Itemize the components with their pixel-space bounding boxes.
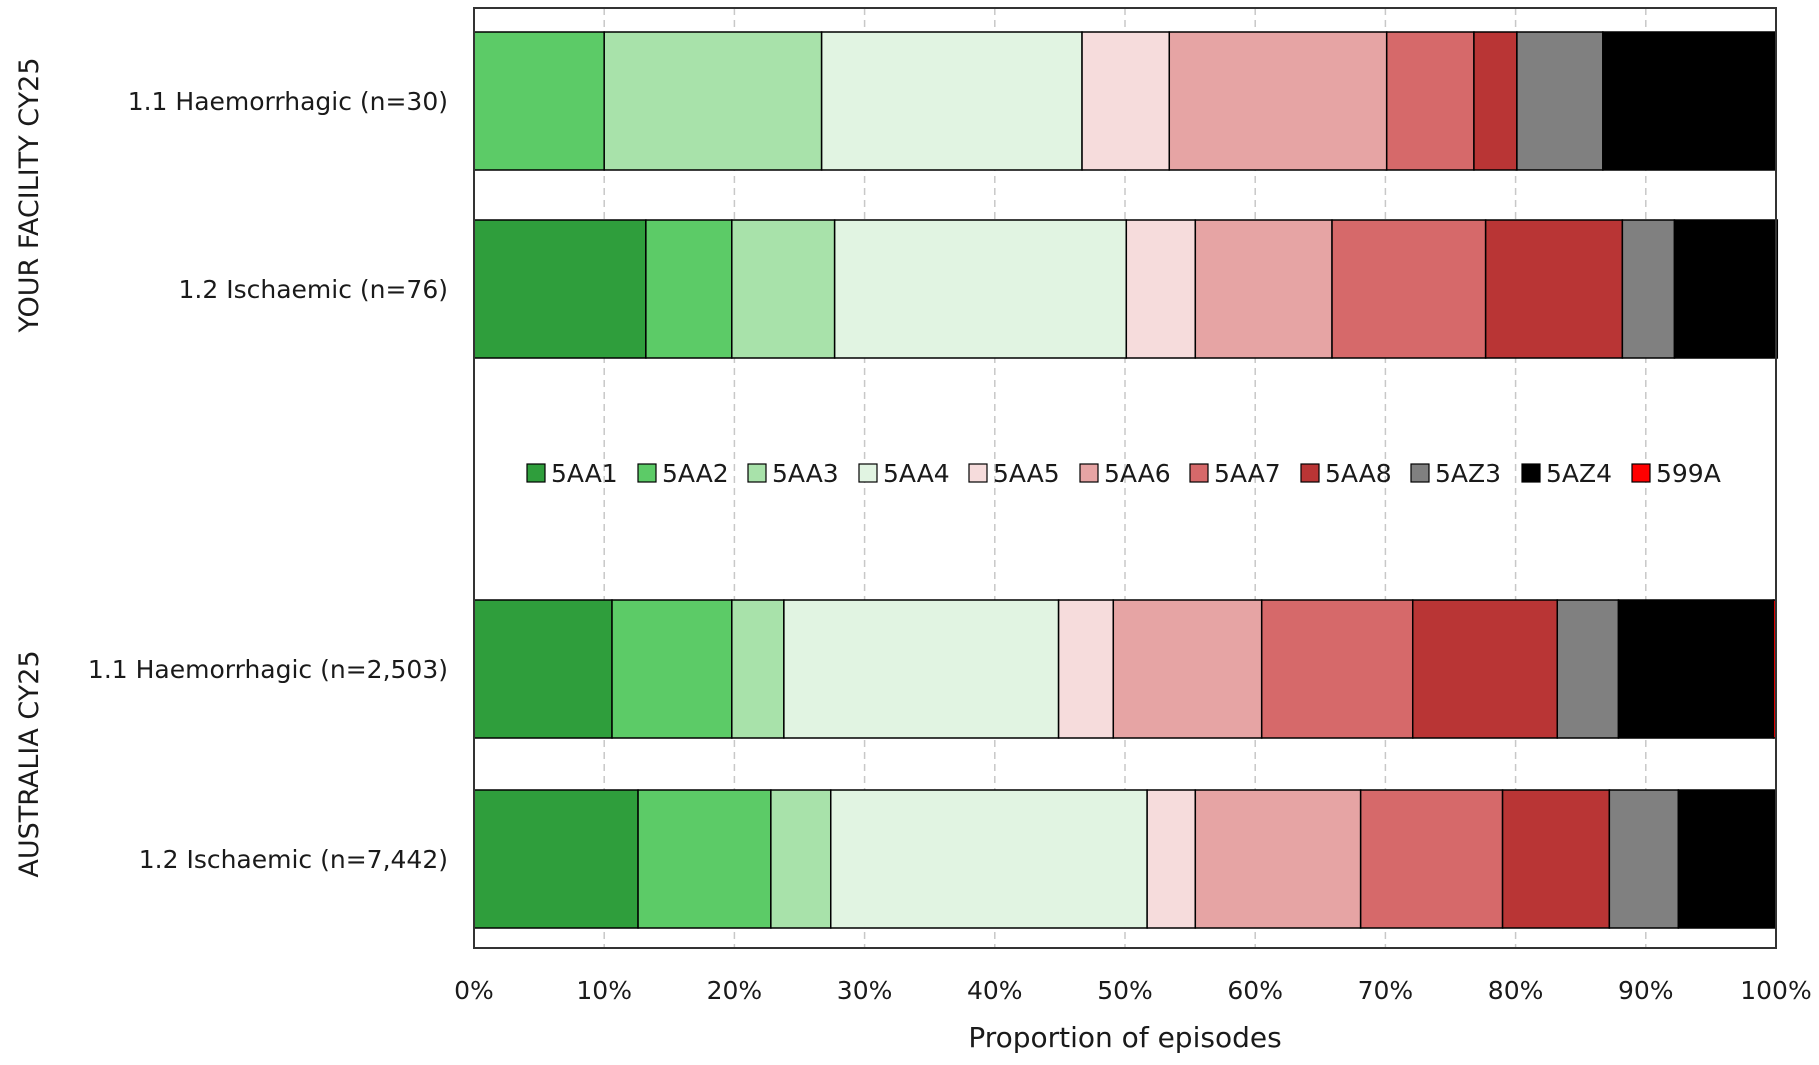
legend-swatch: [1521, 463, 1541, 483]
x-tick-label: 80%: [1488, 976, 1544, 1005]
x-tick-label: 20%: [707, 976, 763, 1005]
bar-segment-5aa2: [611, 599, 733, 739]
bar-segment-5aa4: [829, 789, 1148, 929]
legend-swatch: [1300, 463, 1320, 483]
group-label: AUSTRALIA CY25: [14, 650, 45, 877]
bar-segment-5aa5: [1125, 219, 1197, 359]
bar-segment-5aa4: [820, 31, 1083, 171]
legend-label: 5AA7: [1214, 459, 1281, 488]
bars: [473, 31, 1779, 929]
bar-segment-5aa2: [637, 789, 772, 929]
legend-swatch: [637, 463, 657, 483]
bar-segment-5aa2: [473, 31, 605, 171]
bar-segment-5aa3: [770, 789, 832, 929]
x-tick-label: 100%: [1740, 976, 1811, 1005]
x-axis-ticks: 0% 10% 20% 30% 40% 50% 60% 70% 80% 90% 100%: [454, 976, 1812, 1005]
legend-swatch: [1079, 463, 1099, 483]
legend-label: 5AA1: [551, 459, 618, 488]
legend-swatch: [1631, 463, 1651, 483]
legend-swatch: [858, 463, 878, 483]
legend-swatch: [968, 463, 988, 483]
bar-segment-5aa5: [1057, 599, 1115, 739]
legend-label: 5AA6: [1104, 459, 1171, 488]
legend-item: 599A: [1631, 459, 1721, 488]
bar-segment-5az4: [1602, 31, 1777, 171]
legend-swatch: [1189, 463, 1209, 483]
x-tick-label: 0%: [454, 976, 494, 1005]
x-tick-label: 70%: [1358, 976, 1414, 1005]
bar-segment-5aa8: [1484, 219, 1624, 359]
bar-segment-5az4: [1673, 219, 1779, 359]
bar-segment-5aa4: [833, 219, 1128, 359]
bar-segment-5aa5: [1146, 789, 1197, 929]
bar-segment-5aa7: [1331, 219, 1487, 359]
x-tick-label: 10%: [576, 976, 632, 1005]
category-label: 1.1 Haemorrhagic (n=30): [128, 87, 448, 116]
legend-item: 5AA7: [1189, 459, 1281, 488]
x-axis-title: Proportion of episodes: [968, 1021, 1281, 1054]
legend-item: 5AZ3: [1410, 459, 1501, 488]
category-label: 1.1 Haemorrhagic (n=2,503): [88, 655, 448, 684]
legend-label: 5AA2: [662, 459, 729, 488]
bar-segment-5aa6: [1194, 219, 1333, 359]
bar-segment-5aa3: [731, 599, 785, 739]
category-labels: 1.1 Haemorrhagic (n=30) 1.2 Ischaemic (n=…: [14, 57, 448, 877]
legend-item: 5AA4: [858, 459, 950, 488]
legend-label: 5AZ3: [1435, 459, 1501, 488]
legend-item: 5AA8: [1300, 459, 1392, 488]
bar-segment-5aa4: [783, 599, 1060, 739]
legend-label: 5AA8: [1325, 459, 1392, 488]
bar-segment-5aa1: [473, 599, 613, 739]
bar-segment-5aa8: [1411, 599, 1559, 739]
legend-item: 5AA6: [1079, 459, 1171, 488]
legend-swatch: [1410, 463, 1430, 483]
legend-item: 5AA2: [637, 459, 729, 488]
bar-segment-5aa6: [1112, 599, 1263, 739]
bar-segment-5az3: [1608, 789, 1680, 929]
legend-label: 599A: [1656, 459, 1721, 488]
x-tick-label: 60%: [1227, 976, 1283, 1005]
bar-segment-5aa8: [1473, 31, 1518, 171]
category-label: 1.2 Ischaemic (n=7,442): [139, 845, 448, 874]
bar-segment-5aa1: [473, 219, 647, 359]
bar-segment-5az4: [1617, 599, 1775, 739]
bar-segment-5az3: [1516, 31, 1604, 171]
group-label: YOUR FACILITY CY25: [14, 57, 45, 333]
bar-segment-5aa5: [1081, 31, 1171, 171]
bar-segment-5aa7: [1385, 31, 1475, 171]
category-label: 1.2 Ischaemic (n=76): [179, 275, 449, 304]
legend-label: 5AA4: [883, 459, 950, 488]
legend-item: 5AA1: [526, 459, 618, 488]
bar-segment-5aa1: [473, 789, 639, 929]
x-tick-label: 40%: [967, 976, 1023, 1005]
bar-segment-5aa7: [1359, 789, 1504, 929]
bar-segment-5aa7: [1260, 599, 1414, 739]
plot-frame: [473, 7, 1777, 949]
bar-segment-5aa6: [1168, 31, 1388, 171]
legend-swatch: [747, 463, 767, 483]
bar-segment-5az4: [1677, 789, 1777, 929]
bar-segment-5aa3: [731, 219, 836, 359]
legend-label: 5AA3: [772, 459, 839, 488]
bar-segment-5aa2: [645, 219, 733, 359]
x-tick-label: 50%: [1097, 976, 1153, 1005]
legend-label: 5AZ4: [1546, 459, 1612, 488]
legend-label: 5AA5: [993, 459, 1060, 488]
bar-segment-5aa6: [1194, 789, 1362, 929]
legend-item: 5AA3: [747, 459, 839, 488]
legend-swatch: [526, 463, 546, 483]
bar-segment-5az3: [1556, 599, 1620, 739]
legend-item: 5AZ4: [1521, 459, 1612, 488]
bar-segment-5az3: [1621, 219, 1676, 359]
x-tick-label: 30%: [837, 976, 893, 1005]
legend-item: 5AA5: [968, 459, 1060, 488]
bar-segment-5aa3: [603, 31, 823, 171]
x-tick-label: 90%: [1618, 976, 1674, 1005]
legend: 5AA1 5AA2 5AA3 5AA4 5AA5 5AA6 5AA7 5AA8 5AZ3 5AZ4…: [526, 459, 1721, 488]
bar-segment-5aa8: [1501, 789, 1611, 929]
